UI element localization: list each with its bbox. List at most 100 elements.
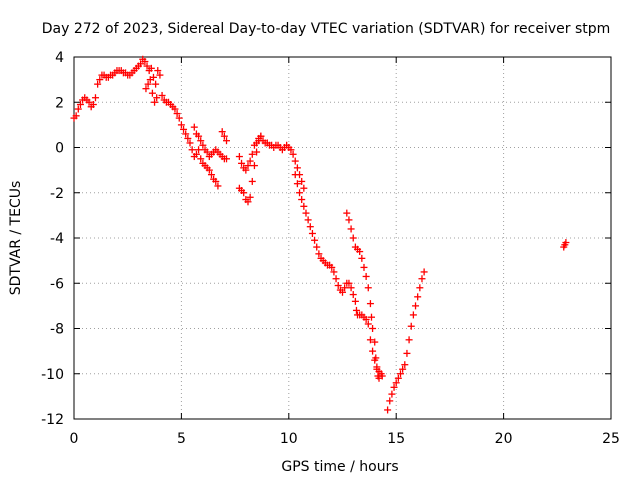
x-tick-label: 10 — [280, 431, 298, 447]
x-tick-label: 15 — [387, 431, 405, 447]
data-point — [349, 291, 357, 299]
data-point — [238, 159, 246, 167]
data-point — [401, 361, 409, 369]
data-point — [330, 268, 338, 276]
data-point — [396, 370, 404, 378]
data-point — [142, 85, 150, 93]
data-point — [190, 123, 198, 131]
data-point — [144, 80, 152, 88]
data-point — [313, 243, 321, 251]
data-point — [296, 189, 304, 197]
data-point — [235, 153, 243, 161]
data-point — [94, 80, 102, 88]
data-point — [364, 284, 372, 292]
data-point — [74, 105, 82, 113]
data-marks — [70, 55, 570, 414]
y-axis-label: SDTVAR / TECUs — [8, 181, 24, 296]
data-point — [186, 139, 194, 147]
data-point — [409, 311, 417, 319]
x-tick-label: 0 — [70, 431, 79, 447]
data-point — [218, 128, 226, 136]
data-point — [257, 132, 265, 140]
data-point — [298, 196, 306, 204]
data-point — [420, 268, 428, 276]
data-point — [347, 284, 355, 292]
data-point — [298, 177, 306, 185]
data-point — [180, 125, 188, 133]
data-point — [223, 137, 231, 145]
data-point — [416, 284, 424, 292]
data-point — [85, 98, 93, 106]
data-point — [248, 150, 256, 158]
y-tick-label: -6 — [50, 276, 64, 292]
y-tick-label: 2 — [55, 95, 64, 111]
data-point — [171, 105, 179, 113]
data-point — [369, 325, 377, 332]
data-point — [199, 141, 207, 149]
x-tick-label: 25 — [602, 431, 620, 447]
data-point — [341, 284, 349, 292]
data-point — [373, 363, 381, 371]
data-point — [360, 263, 368, 271]
data-point — [220, 132, 228, 140]
data-point — [197, 137, 205, 145]
data-point — [352, 306, 360, 314]
data-point — [156, 71, 164, 79]
data-point — [250, 162, 258, 170]
data-point — [308, 229, 316, 237]
data-point — [242, 166, 250, 174]
y-tick-label: 4 — [55, 50, 64, 66]
data-point — [152, 80, 160, 88]
data-point — [207, 171, 215, 179]
x-axis-label: GPS time / hours — [281, 459, 398, 475]
data-point — [184, 134, 192, 142]
data-point — [394, 374, 402, 382]
data-point — [315, 250, 323, 258]
y-tick-label: -10 — [41, 367, 64, 383]
data-point — [399, 365, 407, 373]
data-point — [197, 155, 205, 163]
data-point — [182, 130, 190, 138]
data-point — [371, 356, 379, 364]
data-point — [244, 162, 252, 170]
data-point — [253, 139, 261, 147]
data-point — [287, 146, 295, 154]
data-point — [293, 164, 301, 172]
data-point — [339, 288, 346, 296]
data-point — [141, 58, 149, 66]
y-tick-label: -8 — [50, 322, 64, 338]
data-point — [291, 157, 299, 165]
data-point — [366, 336, 374, 344]
grid — [74, 57, 611, 419]
data-point — [293, 180, 301, 188]
data-point — [386, 397, 394, 405]
y-tick-label: 0 — [55, 141, 64, 157]
data-point — [246, 157, 254, 165]
data-point — [356, 248, 364, 256]
data-point — [244, 198, 252, 206]
data-point — [205, 166, 213, 174]
x-tick-label: 5 — [177, 431, 186, 447]
data-point — [349, 234, 357, 242]
data-point — [311, 236, 319, 244]
data-point — [351, 297, 359, 305]
data-point — [246, 193, 254, 201]
data-point — [203, 148, 211, 156]
data-point — [195, 132, 203, 140]
data-point — [302, 209, 310, 217]
data-point — [214, 182, 222, 190]
data-point — [195, 146, 203, 154]
data-point — [192, 150, 200, 158]
data-point — [149, 73, 157, 81]
data-point — [300, 202, 308, 210]
data-point — [223, 155, 231, 163]
data-point — [334, 282, 342, 290]
data-point — [72, 112, 80, 120]
y-tick-label: -4 — [50, 231, 64, 247]
data-point — [137, 60, 145, 68]
data-point — [366, 300, 374, 308]
data-point — [407, 322, 415, 330]
data-point — [248, 177, 256, 185]
